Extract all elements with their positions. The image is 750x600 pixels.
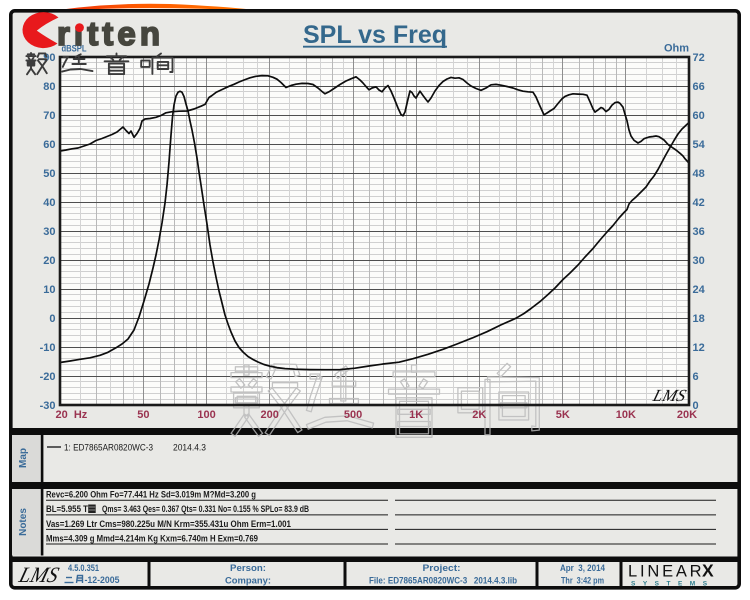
svg-text:Qms= 3.463 Qes= 0.367 Qts= 0: Qms= 3.463 Qes= 0.367 Qts= 0.331 No= 0.1… [102,504,309,514]
svg-text:1K: 1K [409,409,423,421]
svg-text:Apr 3, 2014: Apr 3, 2014 [560,563,605,573]
svg-text:2K: 2K [472,409,486,421]
svg-text:18: 18 [693,313,705,325]
svg-text:60: 60 [43,139,55,151]
svg-text:72: 72 [693,52,705,64]
svg-text:50: 50 [43,168,55,180]
svg-text:24: 24 [693,284,706,296]
svg-text:0: 0 [49,313,55,325]
svg-text:-20: -20 [40,371,56,383]
svg-text:20 Hz: 20 Hz [56,409,88,421]
svg-text:10: 10 [43,284,55,296]
svg-text:4.5.0.351: 4.5.0.351 [68,563,99,573]
svg-text:60: 60 [693,110,705,122]
svg-text:-12-2005: -12-2005 [85,575,120,585]
svg-text:6: 6 [693,371,699,383]
svg-text:X: X [702,561,714,581]
svg-text:12: 12 [693,342,705,354]
svg-text:48: 48 [693,168,705,180]
svg-text:100: 100 [197,409,215,421]
svg-text:66: 66 [693,81,705,93]
svg-text:20K: 20K [677,409,697,421]
svg-text:LINEAR: LINEAR [628,563,704,581]
svg-text:1: ED7865AR0820WC-3: 1: ED7865AR0820WC-3 [64,443,153,453]
svg-text:rıtten: rıtten [57,15,160,52]
svg-text:5K: 5K [556,409,570,421]
svg-text:Company:: Company: [225,576,271,586]
svg-text:30: 30 [693,255,705,267]
svg-text:20: 20 [43,255,55,267]
svg-text:0: 0 [693,400,699,412]
svg-text:500: 500 [344,409,362,421]
svg-text:LMS: LMS [650,386,689,405]
svg-text:54: 54 [693,139,706,151]
svg-text:Notes: Notes [18,508,29,536]
svg-text:File: ED7865AR0820WC-3 2014.: File: ED7865AR0820WC-3 2014.4.3.lib [369,576,517,586]
svg-text:Revc=6.200 Ohm Fo=77.441 Hz: Revc=6.200 Ohm Fo=77.441 Hz Sd=3.019m M?… [46,490,256,500]
svg-text:-30: -30 [40,400,56,412]
svg-text:2014.4.3: 2014.4.3 [173,443,206,453]
svg-text:dBSPL: dBSPL [62,44,87,55]
svg-text:SPL vs Freq: SPL vs Freq [303,21,447,49]
svg-text:SYSTEMS: SYSTEMS [631,581,715,588]
svg-text:36: 36 [693,226,705,238]
svg-text:Vas=1.269 Ltr Cms=980.225u M/: Vas=1.269 Ltr Cms=980.225u M/N Krm=355.4… [46,519,291,529]
svg-text:50: 50 [137,409,149,421]
svg-text:Ohm: Ohm [664,43,689,55]
svg-text:Map: Map [18,448,29,468]
svg-text:BL=5.955 T: BL=5.955 T [46,504,88,514]
svg-text:200: 200 [261,409,279,421]
svg-text:40: 40 [43,197,55,209]
svg-text:Thr 3:42 pm: Thr 3:42 pm [561,576,604,586]
svg-text:Person:: Person: [230,563,266,573]
svg-text:10K: 10K [616,409,636,421]
svg-text:Mms=4.309 g Mmd=4.214m Kg Kx: Mms=4.309 g Mmd=4.214m Kg Kxm=6.740m H E… [46,534,258,544]
svg-text:30: 30 [43,226,55,238]
svg-text:80: 80 [43,81,55,93]
svg-text:-10: -10 [40,342,56,354]
svg-text:Project:: Project: [423,563,461,573]
svg-text:70: 70 [43,110,55,122]
svg-text:LMS: LMS [16,562,62,587]
svg-text:42: 42 [693,197,705,209]
